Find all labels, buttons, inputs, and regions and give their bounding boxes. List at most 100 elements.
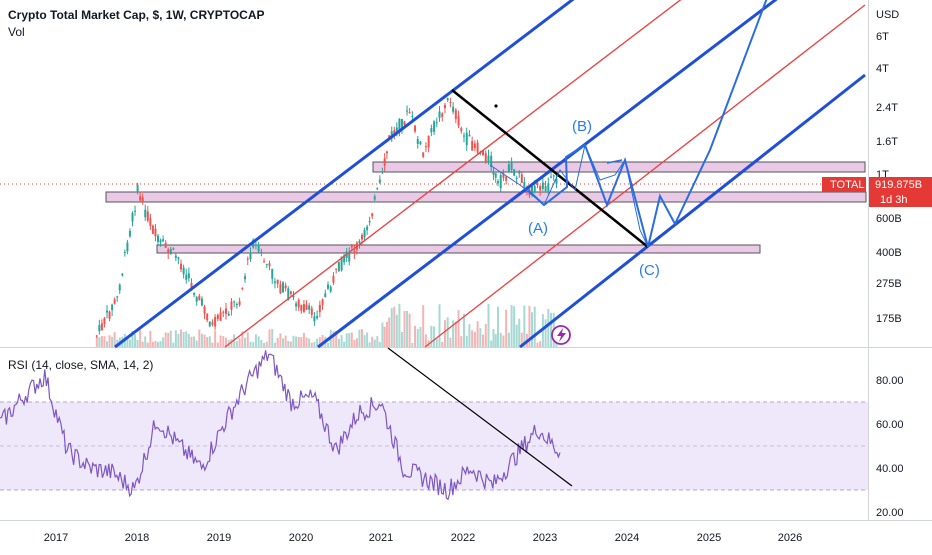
symbol-title[interactable]: Crypto Total Market Cap, $, 1W, CRYPTOCA… (8, 8, 265, 22)
candle-body (348, 252, 351, 262)
candle-body (390, 131, 393, 138)
volume-bar (416, 328, 419, 347)
zone-middle[interactable] (105, 191, 867, 203)
candle-body (368, 220, 371, 223)
volume-bar (533, 306, 536, 347)
volume-bar (422, 305, 425, 347)
candle-body (159, 240, 162, 242)
price-badge-value: 919.875B (875, 179, 922, 191)
volume-bar (219, 335, 222, 347)
volume-bar (378, 342, 381, 347)
candle-body (518, 172, 521, 174)
candle-body (463, 135, 465, 137)
candle-body (385, 151, 388, 154)
volume-bar (263, 342, 266, 347)
volume-bar (400, 331, 403, 347)
volume-bar (457, 310, 460, 347)
candle-body (465, 132, 468, 146)
descending-trendline[interactable] (451, 89, 649, 248)
volume-bar (381, 322, 384, 347)
volume-label[interactable]: Vol (8, 25, 25, 39)
volume-bar (482, 334, 485, 347)
candle-body (471, 141, 474, 151)
rsi-indicator-label[interactable]: RSI (14, close, SMA, 14, 2) (8, 358, 154, 372)
price-pane[interactable] (0, 0, 868, 347)
price-badge-countdown: 1d 3h (880, 194, 908, 206)
median-line-2[interactable] (424, 4, 866, 348)
candle-body (198, 295, 201, 301)
candle-body (337, 261, 340, 271)
candle-body (235, 304, 238, 306)
rsi-trendline[interactable] (387, 347, 573, 487)
candle-body (460, 128, 463, 131)
candle-body (539, 185, 542, 191)
volume-bar (406, 310, 409, 347)
candle-body (541, 182, 544, 189)
volume-bar (430, 325, 433, 347)
volume-bar (547, 309, 550, 347)
rsi-line[interactable] (0, 350, 561, 501)
volume-bar (284, 335, 287, 347)
candle-body (361, 234, 363, 240)
volume-bar (254, 334, 257, 347)
volume-bar (454, 321, 457, 347)
rsi-axis[interactable]: 80.00 60.00 40.00 20.00 (876, 375, 904, 519)
candle-body (276, 279, 279, 285)
candle-body (121, 273, 124, 276)
volume-bar (146, 342, 149, 347)
candle-body (279, 284, 282, 294)
volume-bar (172, 342, 175, 347)
median-line-1[interactable] (224, 0, 700, 348)
volume-bar (355, 338, 358, 347)
candle-body (414, 125, 417, 132)
candle-body (98, 325, 101, 332)
candle-body (381, 171, 384, 173)
volume-bar (292, 335, 295, 347)
volume-bar (358, 329, 361, 347)
volume-bar (295, 336, 298, 347)
channel-bottom-line[interactable] (519, 73, 866, 349)
candle-body (520, 174, 523, 183)
volume-bar (438, 304, 441, 347)
candle-body (408, 112, 411, 114)
candle-body (476, 142, 479, 153)
volume-bar (332, 331, 335, 347)
zone-lower[interactable] (156, 244, 761, 254)
candle-body (227, 313, 230, 316)
volume-bar (144, 336, 147, 347)
price-tick-label: 175B (876, 313, 902, 325)
candle-body (457, 116, 460, 126)
time-tick-label: 2023 (533, 532, 557, 544)
volume-bar (162, 337, 165, 347)
volume-bar (167, 332, 170, 347)
volume-bar (108, 335, 111, 347)
candle-body (187, 273, 190, 279)
candle-body (225, 308, 227, 314)
candle-body (411, 116, 414, 118)
volume-bar (139, 329, 142, 347)
candle-body (206, 314, 209, 321)
volume-bar (151, 341, 154, 347)
zone-upper[interactable] (372, 161, 866, 173)
time-axis[interactable]: 2017 2018 2019 2020 2021 2022 2023 2024 2025 2026 (44, 532, 802, 544)
channel-upper-mid-line[interactable] (317, 0, 795, 349)
volume-bar (403, 311, 406, 347)
symbol-badge-text: TOTAL (830, 179, 864, 191)
volume-bar (518, 318, 521, 347)
volume-bar (449, 337, 452, 347)
candle-body (555, 178, 558, 184)
volume-bar (528, 305, 531, 347)
volume-bar (238, 338, 241, 347)
volume-bar (433, 326, 436, 347)
candle-body (544, 185, 547, 192)
candle-body (292, 296, 295, 298)
candle-body (335, 268, 338, 270)
channel-top-line[interactable] (114, 0, 605, 349)
candle-body (134, 210, 137, 212)
candle-body (523, 182, 526, 188)
projection-path[interactable] (527, 0, 768, 248)
volume-bar (343, 341, 346, 347)
candle-body (552, 175, 555, 177)
